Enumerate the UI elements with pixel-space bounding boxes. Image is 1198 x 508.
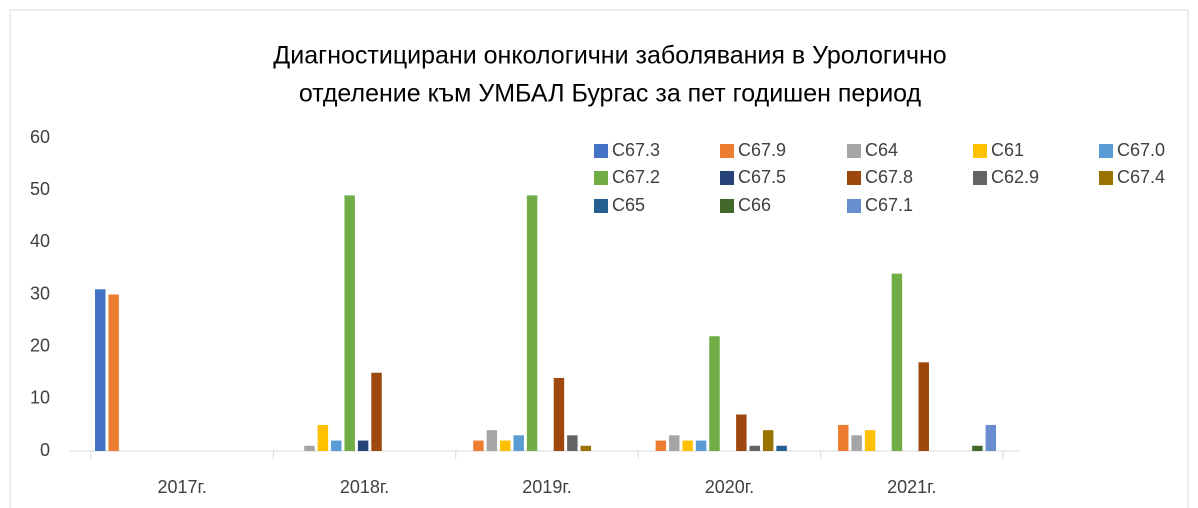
bar	[749, 445, 760, 451]
legend-label: C65	[612, 195, 645, 215]
legend-swatch	[720, 144, 734, 158]
y-tick-label: 10	[30, 388, 50, 408]
bar	[972, 445, 983, 451]
bar	[108, 294, 119, 451]
x-tick-label: 2019г.	[522, 477, 571, 497]
legend-label: C61	[991, 140, 1024, 160]
y-tick-label: 40	[30, 231, 50, 251]
legend-swatch	[1099, 144, 1113, 158]
bar	[473, 440, 484, 451]
legend-label: C67.9	[738, 140, 786, 160]
chart-title: Диагностицирани онкологични заболявания …	[273, 42, 946, 70]
bar	[762, 430, 774, 451]
y-tick-label: 20	[30, 335, 50, 355]
y-tick-label: 30	[30, 283, 50, 303]
chart-title: отделение към УМБАЛ Бургас за пет годише…	[299, 80, 922, 108]
bar	[985, 424, 997, 451]
x-tick-label: 2020г.	[705, 477, 754, 497]
legend-label: C67.3	[612, 140, 660, 160]
bar	[500, 440, 511, 451]
bar	[331, 440, 342, 451]
bar	[851, 435, 862, 451]
bar	[344, 195, 355, 451]
legend-swatch	[594, 144, 608, 158]
legend-label: C67.5	[738, 167, 786, 187]
x-tick-label: 2021г.	[887, 477, 936, 497]
legend-swatch	[594, 199, 608, 213]
legend-swatch	[1099, 171, 1113, 185]
bar	[486, 430, 498, 451]
bar	[655, 440, 667, 451]
bar	[553, 377, 565, 451]
legend-swatch	[594, 171, 608, 185]
bar	[709, 336, 720, 451]
y-tick-label: 0	[40, 440, 50, 460]
bar	[918, 362, 929, 451]
legend-label: C66	[738, 195, 771, 215]
legend-swatch	[720, 199, 734, 213]
bar	[95, 289, 106, 451]
legend-label: C67.8	[865, 167, 913, 187]
legend-swatch	[847, 144, 861, 158]
bar	[682, 440, 693, 451]
bar	[695, 440, 707, 451]
legend-swatch	[720, 171, 734, 185]
bar	[526, 195, 538, 451]
bar	[567, 435, 578, 451]
y-tick-label: 60	[30, 127, 50, 147]
legend-label: C67.1	[865, 195, 913, 215]
bar	[513, 435, 524, 451]
legend-swatch	[973, 171, 987, 185]
bar	[864, 430, 876, 451]
legend-swatch	[847, 171, 861, 185]
x-tick-label: 2017г.	[157, 477, 206, 497]
bar	[891, 273, 903, 451]
legend-label: C67.0	[1117, 140, 1165, 160]
bar	[838, 424, 849, 451]
bar	[371, 372, 382, 451]
bar	[304, 445, 315, 451]
legend-label: C62.9	[991, 167, 1039, 187]
legend-swatch	[973, 144, 987, 158]
legend-swatch	[847, 199, 861, 213]
bar	[580, 445, 592, 451]
legend-label: C64	[865, 140, 898, 160]
bar	[776, 445, 787, 451]
legend-label: C67.2	[612, 167, 660, 187]
y-tick-label: 50	[30, 179, 50, 199]
bar	[669, 435, 680, 451]
bar	[736, 414, 747, 451]
bar	[357, 440, 369, 451]
x-tick-label: 2018г.	[340, 477, 389, 497]
legend-label: C67.4	[1117, 167, 1165, 187]
bar	[317, 424, 329, 451]
